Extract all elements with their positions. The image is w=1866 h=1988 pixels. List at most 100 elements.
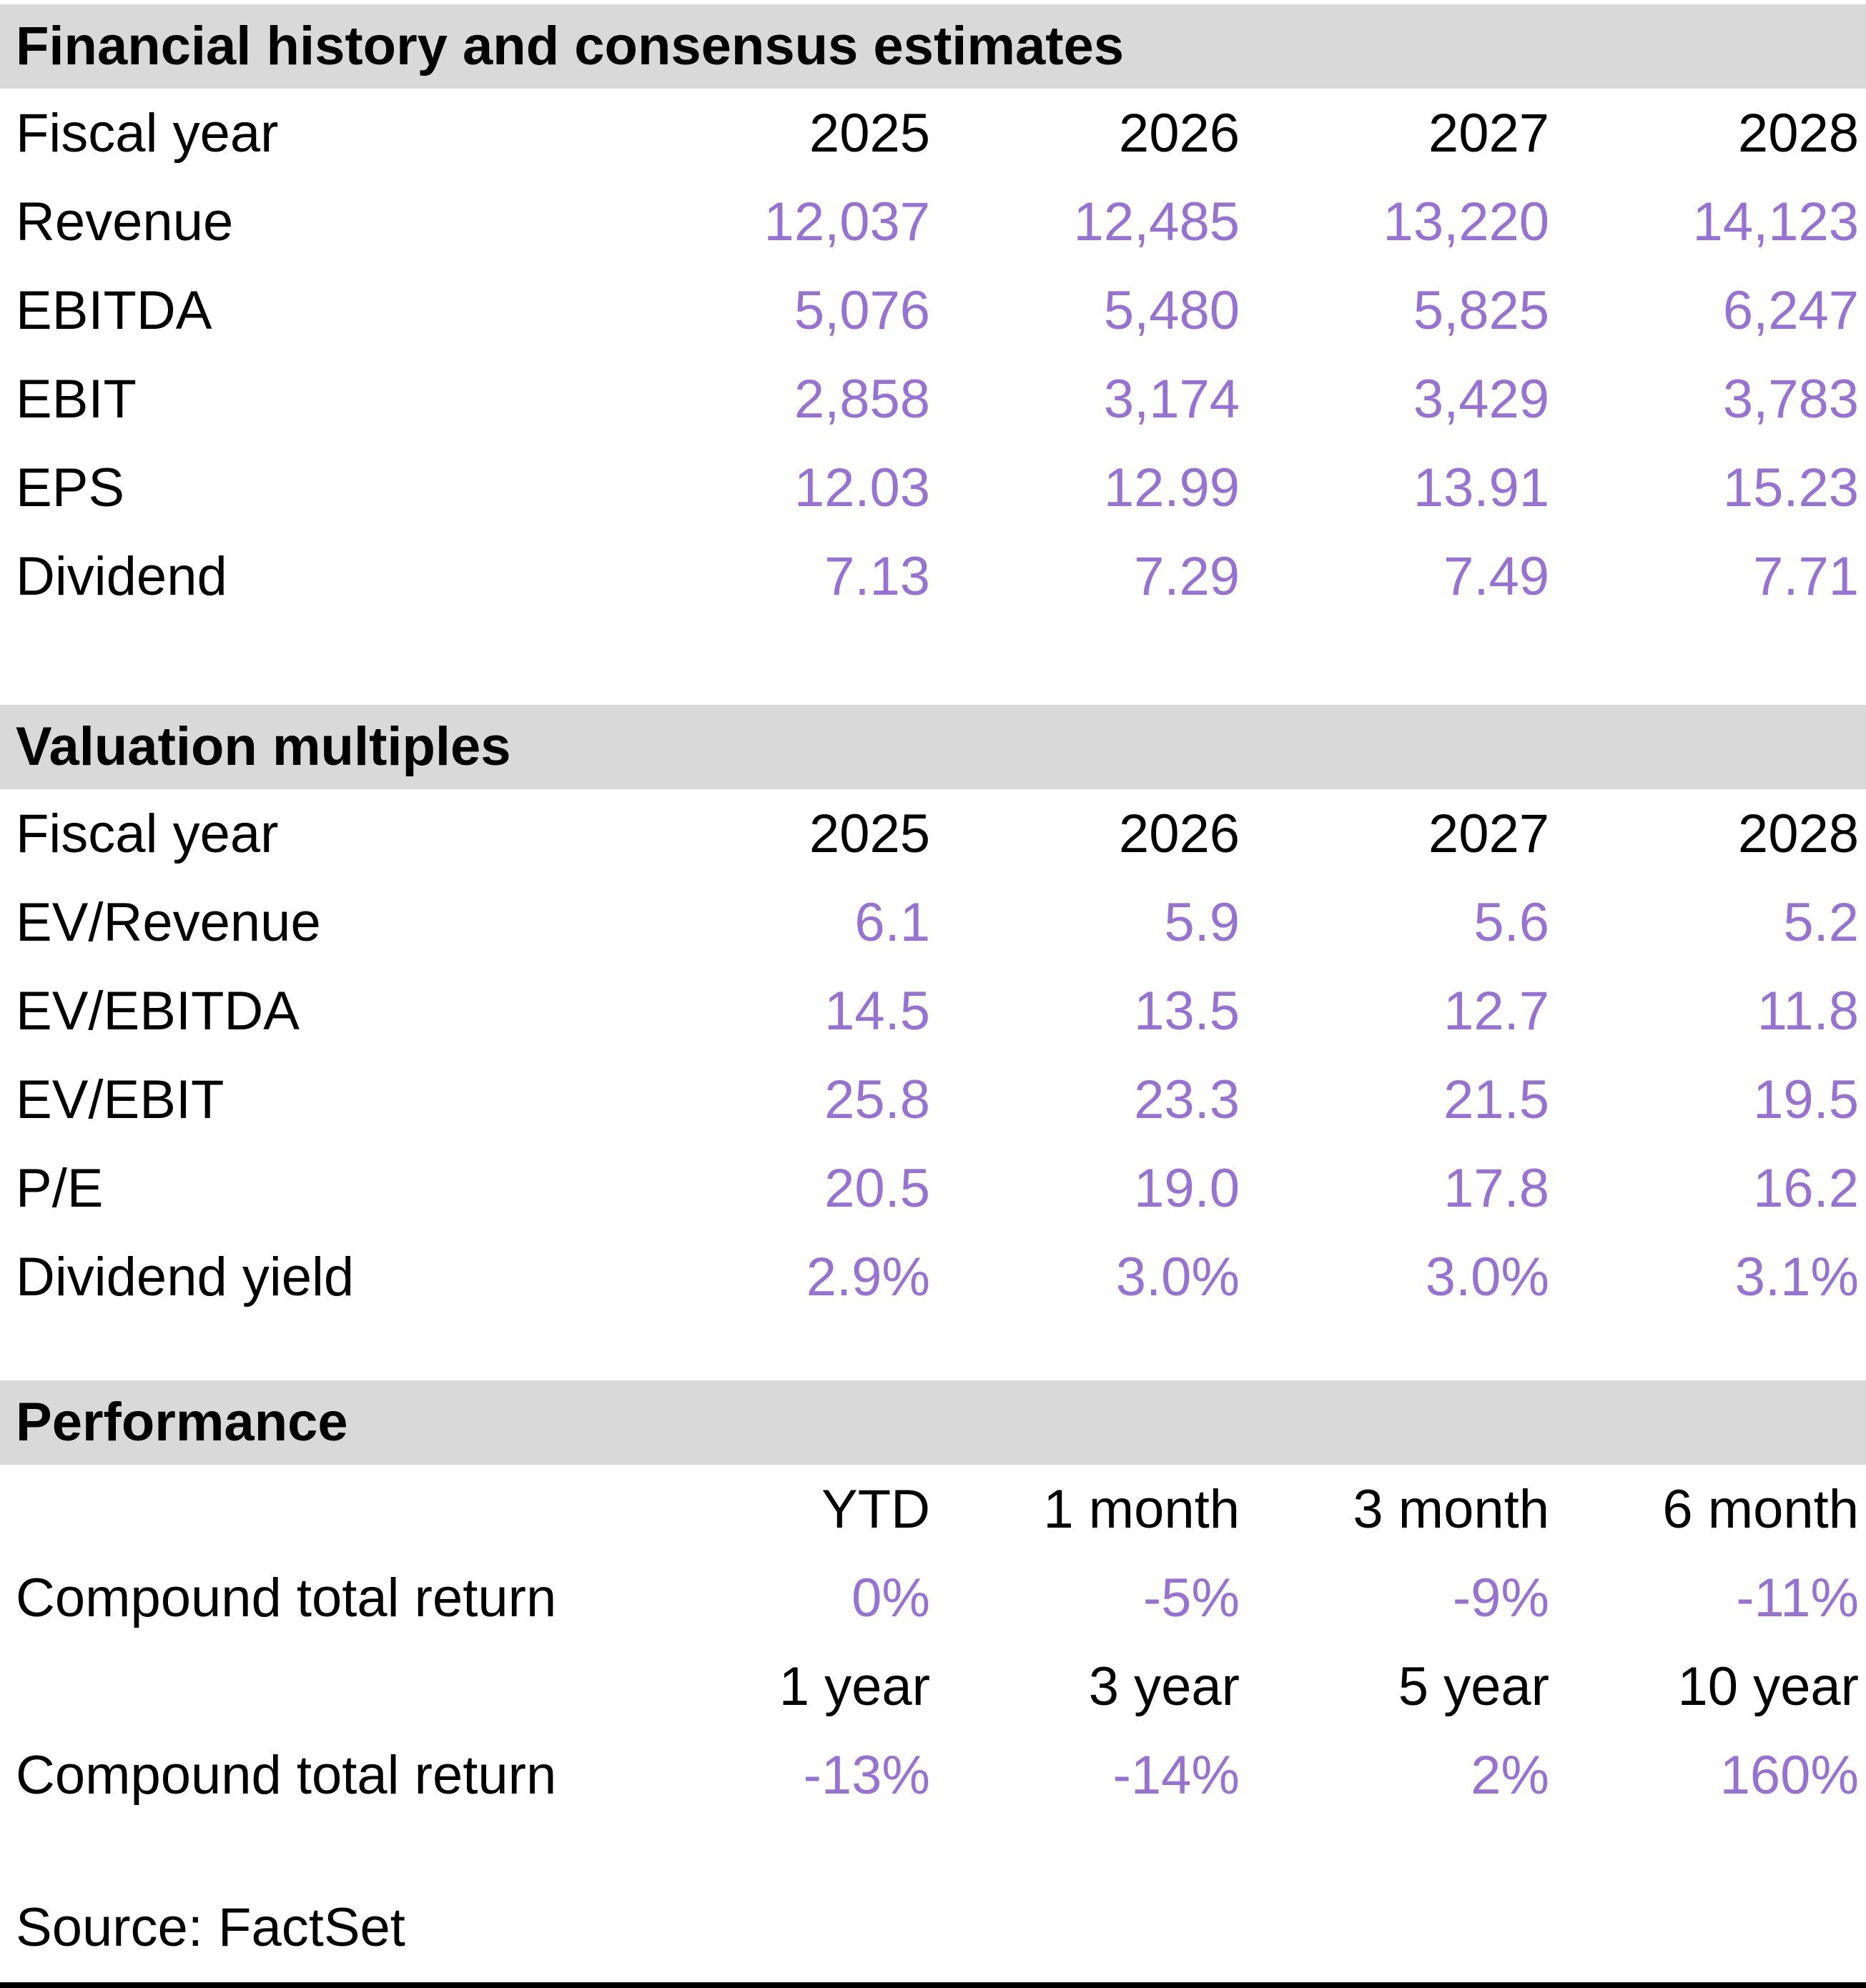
metric-value: 3,174 [1103, 368, 1240, 430]
table-row-ev-ebitda: EV/EBITDA 14.5 13.5 12.7 11.8 [16, 966, 1859, 1055]
source-note: Source: FactSet [0, 1896, 1866, 1959]
metric-value: 20.5 [824, 1157, 930, 1219]
metric-label: EPS [16, 457, 125, 518]
metric-value: 160% [1719, 1744, 1859, 1806]
metric-value: 5,076 [794, 280, 930, 341]
metric-label: Dividend [16, 545, 227, 607]
metric-value: 0% [851, 1567, 930, 1628]
table-header-row: Fiscal year 2025 2026 2027 2028 [16, 789, 1859, 878]
performance-period-header: 3 month [1353, 1478, 1549, 1540]
table-row-ev-ebit: EV/EBIT 25.8 23.3 21.5 19.5 [16, 1055, 1859, 1144]
metric-value: 13.5 [1134, 980, 1240, 1042]
metric-label: Compound total return [16, 1567, 557, 1628]
metric-value: 12.03 [794, 457, 930, 518]
metric-value: 14,123 [1692, 191, 1859, 252]
metric-value: -14% [1112, 1744, 1240, 1806]
section-header-valuation-multiples: Valuation multiples [0, 705, 1866, 789]
source-text: Source: FactSet [16, 1897, 405, 1958]
metric-value: 13,220 [1383, 191, 1549, 252]
metric-value: 3,429 [1413, 368, 1549, 430]
metric-value: 25.8 [824, 1069, 930, 1130]
metric-value: 7.13 [824, 545, 930, 607]
performance-period-header: 3 year [1088, 1656, 1240, 1717]
metric-value: 16.2 [1753, 1157, 1859, 1219]
year-column-header: 2028 [1737, 803, 1859, 864]
metric-value: 14.5 [824, 980, 930, 1042]
metric-value: 3.0% [1425, 1246, 1549, 1307]
metric-value: 19.5 [1753, 1069, 1859, 1130]
year-column-header: 2028 [1737, 102, 1859, 164]
metric-value: 7.29 [1134, 545, 1240, 607]
table-row-ev-revenue: EV/Revenue 6.1 5.9 5.6 5.2 [16, 878, 1859, 966]
table-row-dividend-yield: Dividend yield 2.9% 3.0% 3.0% 3.1% [16, 1232, 1859, 1321]
metric-value: 21.5 [1443, 1069, 1549, 1130]
metric-value: 17.8 [1443, 1157, 1549, 1219]
table-header-row: Fiscal year 2025 2026 2027 2028 [16, 89, 1859, 177]
year-column-header: 2026 [1118, 803, 1240, 864]
table-row-ebit: EBIT 2,858 3,174 3,429 3,783 [16, 355, 1859, 443]
performance-period-header: 10 year [1677, 1656, 1860, 1717]
metric-value: 12,037 [764, 191, 930, 252]
metric-value: 12,485 [1073, 191, 1240, 252]
metric-value: 15.23 [1722, 457, 1859, 518]
metric-value: 12.7 [1443, 980, 1549, 1042]
metric-label: EV/Revenue [16, 891, 321, 953]
metric-label: EBITDA [16, 280, 212, 341]
year-column-header: 2027 [1428, 803, 1549, 864]
metric-value: 2.9% [806, 1246, 930, 1307]
metric-value: 5.2 [1783, 891, 1859, 953]
metric-value: 5,825 [1413, 280, 1549, 341]
metric-label: Dividend yield [16, 1246, 355, 1307]
performance-period-header: 1 year [779, 1656, 930, 1717]
performance-period-header-row: YTD 1 month 3 month 6 month [16, 1465, 1859, 1553]
section-title: Financial history and consensus estimate… [16, 16, 1125, 76]
performance-period-header: 6 month [1662, 1478, 1859, 1540]
metric-value: 7.71 [1753, 545, 1859, 607]
financial-summary-page: Financial history and consensus estimate… [0, 4, 1866, 1988]
table-row-eps: EPS 12.03 12.99 13.91 15.23 [16, 443, 1859, 532]
table-row-ebitda: EBITDA 5,076 5,480 5,825 6,247 [16, 266, 1859, 355]
metric-label: Compound total return [16, 1744, 557, 1806]
table-row-compound-total-return-short: Compound total return 0% -5% -9% -11% [16, 1553, 1859, 1642]
metric-value: 2,858 [794, 368, 930, 430]
performance-period-header: 1 month [1043, 1478, 1240, 1540]
metric-value: -13% [803, 1744, 930, 1806]
performance-table: YTD 1 month 3 month 6 month Compound tot… [0, 1465, 1866, 1819]
metric-value: 5,480 [1103, 280, 1240, 341]
performance-period-header: YTD [821, 1478, 930, 1540]
bottom-divider-rule [0, 1982, 1866, 1988]
table-row-compound-total-return-long: Compound total return -13% -14% 2% 160% [16, 1731, 1859, 1819]
metric-label: EV/EBIT [16, 1069, 224, 1130]
metric-label: P/E [16, 1157, 104, 1219]
metric-value: 5.9 [1164, 891, 1240, 953]
metric-value: 19.0 [1134, 1157, 1240, 1219]
metric-value: 6,247 [1722, 280, 1859, 341]
fiscal-year-label: Fiscal year [16, 102, 279, 164]
metric-value: -11% [1736, 1567, 1859, 1628]
metric-label: EV/EBITDA [16, 980, 300, 1042]
year-column-header: 2026 [1118, 102, 1240, 164]
metric-value: 6.1 [854, 891, 930, 953]
performance-period-header: 5 year [1398, 1656, 1549, 1717]
year-column-header: 2027 [1428, 102, 1549, 164]
financial-history-table: Fiscal year 2025 2026 2027 2028 Revenue … [0, 89, 1866, 620]
metric-value: 2% [1471, 1744, 1549, 1806]
metric-value: 3,783 [1722, 368, 1859, 430]
metric-value: 11.8 [1757, 980, 1859, 1042]
metric-value: 12.99 [1103, 457, 1240, 518]
metric-value: 23.3 [1134, 1069, 1240, 1130]
section-title: Performance [16, 1392, 348, 1453]
performance-period-header-row: 1 year 3 year 5 year 10 year [16, 1642, 1859, 1731]
year-column-header: 2025 [809, 803, 930, 864]
metric-value: -9% [1452, 1567, 1549, 1628]
metric-value: 7.49 [1443, 545, 1549, 607]
table-row-pe: P/E 20.5 19.0 17.8 16.2 [16, 1144, 1859, 1232]
metric-value: 5.6 [1473, 891, 1549, 953]
metric-value: 3.1% [1734, 1246, 1859, 1307]
table-row-dividend: Dividend 7.13 7.29 7.49 7.71 [16, 532, 1859, 620]
section-header-performance: Performance [0, 1380, 1866, 1465]
year-column-header: 2025 [809, 102, 930, 164]
table-row-revenue: Revenue 12,037 12,485 13,220 14,123 [16, 177, 1859, 266]
fiscal-year-label: Fiscal year [16, 803, 279, 864]
metric-value: 13.91 [1413, 457, 1549, 518]
